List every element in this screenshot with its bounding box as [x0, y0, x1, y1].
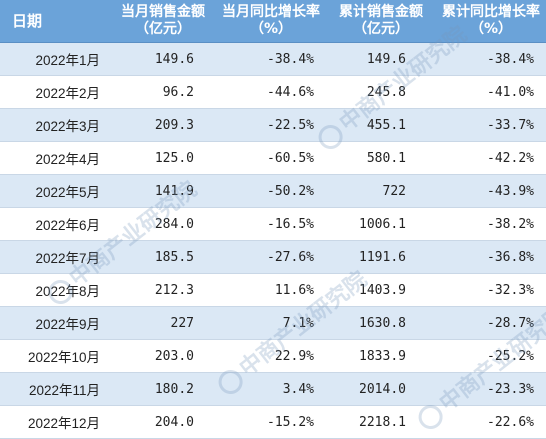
cell-cumulative-sales: 1833.9 — [326, 339, 436, 373]
cell-cumulative-growth: -32.3% — [436, 273, 546, 307]
cell-cumulative-growth: -38.2% — [436, 207, 546, 241]
cell-monthly-sales: 185.5 — [110, 240, 216, 274]
cell-monthly-growth: 22.9% — [216, 339, 326, 373]
table-row: 2022年4月 125.0 -60.5% 580.1 -42.2% — [0, 141, 546, 175]
cell-date: 2022年2月 — [0, 75, 110, 109]
cell-monthly-growth: 11.6% — [216, 273, 326, 307]
cell-date: 2022年11月 — [0, 372, 110, 406]
cell-cumulative-growth: -36.8% — [436, 240, 546, 274]
cell-date: 2022年10月 — [0, 339, 110, 373]
table-row: 2022年1月 149.6 -38.4% 149.6 -38.4% — [0, 42, 546, 76]
cell-date: 2022年3月 — [0, 108, 110, 142]
cell-cumulative-growth: -25.2% — [436, 339, 546, 373]
cell-date: 2022年6月 — [0, 207, 110, 241]
cell-cumulative-sales: 722 — [326, 174, 436, 208]
cell-cumulative-sales: 1006.1 — [326, 207, 436, 241]
cell-monthly-growth: -22.5% — [216, 108, 326, 142]
column-header-monthly-sales: 当月销售金额（亿元） — [110, 0, 216, 43]
cell-cumulative-growth: -33.7% — [436, 108, 546, 142]
cell-cumulative-sales: 580.1 — [326, 141, 436, 175]
cell-cumulative-growth: -43.9% — [436, 174, 546, 208]
cell-date: 2022年1月 — [0, 42, 110, 76]
cell-date: 2022年12月 — [0, 405, 110, 439]
cell-cumulative-growth: -28.7% — [436, 306, 546, 340]
cell-monthly-growth: -60.5% — [216, 141, 326, 175]
cell-monthly-growth: -44.6% — [216, 75, 326, 109]
cell-monthly-sales: 203.0 — [110, 339, 216, 373]
cell-monthly-sales: 227 — [110, 306, 216, 340]
cell-cumulative-sales: 455.1 — [326, 108, 436, 142]
table-row: 2022年3月 209.3 -22.5% 455.1 -33.7% — [0, 108, 546, 142]
table-row: 2022年6月 284.0 -16.5% 1006.1 -38.2% — [0, 207, 546, 241]
cell-cumulative-sales: 1630.8 — [326, 306, 436, 340]
cell-monthly-sales: 149.6 — [110, 42, 216, 76]
table-header-row: 日期 当月销售金额（亿元） 当月同比增长率（%） 累计销售金额（亿元） 累计同比… — [0, 0, 546, 43]
cell-date: 2022年8月 — [0, 273, 110, 307]
column-header-date: 日期 — [0, 0, 110, 43]
cell-cumulative-growth: -22.6% — [436, 405, 546, 439]
cell-date: 2022年5月 — [0, 174, 110, 208]
column-header-monthly-growth: 当月同比增长率（%） — [216, 0, 326, 43]
cell-cumulative-sales: 245.8 — [326, 75, 436, 109]
cell-monthly-growth: -15.2% — [216, 405, 326, 439]
cell-monthly-growth: -50.2% — [216, 174, 326, 208]
table-row: 2022年10月 203.0 22.9% 1833.9 -25.2% — [0, 339, 546, 373]
column-header-cumulative-sales: 累计销售金额（亿元） — [326, 0, 436, 43]
cell-monthly-sales: 141.9 — [110, 174, 216, 208]
column-header-cumulative-growth: 累计同比增长率（%） — [436, 0, 546, 43]
cell-cumulative-growth: -41.0% — [436, 75, 546, 109]
table-row: 2022年5月 141.9 -50.2% 722 -43.9% — [0, 174, 546, 208]
cell-cumulative-sales: 1403.9 — [326, 273, 436, 307]
table-row: 2022年9月 227 7.1% 1630.8 -28.7% — [0, 306, 546, 340]
cell-cumulative-sales: 1191.6 — [326, 240, 436, 274]
table-row: 2022年8月 212.3 11.6% 1403.9 -32.3% — [0, 273, 546, 307]
cell-monthly-sales: 284.0 — [110, 207, 216, 241]
cell-monthly-sales: 204.0 — [110, 405, 216, 439]
table-row: 2022年7月 185.5 -27.6% 1191.6 -36.8% — [0, 240, 546, 274]
cell-monthly-growth: -38.4% — [216, 42, 326, 76]
cell-cumulative-sales: 2218.1 — [326, 405, 436, 439]
cell-date: 2022年4月 — [0, 141, 110, 175]
cell-monthly-sales: 96.2 — [110, 75, 216, 109]
cell-monthly-sales: 212.3 — [110, 273, 216, 307]
table-row: 2022年11月 180.2 3.4% 2014.0 -23.3% — [0, 372, 546, 406]
table-row: 2022年12月 204.0 -15.2% 2218.1 -22.6% — [0, 405, 546, 439]
cell-monthly-growth: -16.5% — [216, 207, 326, 241]
table-row: 2022年2月 96.2 -44.6% 245.8 -41.0% — [0, 75, 546, 109]
cell-monthly-sales: 209.3 — [110, 108, 216, 142]
cell-monthly-sales: 125.0 — [110, 141, 216, 175]
cell-date: 2022年7月 — [0, 240, 110, 274]
cell-monthly-growth: -27.6% — [216, 240, 326, 274]
cell-cumulative-growth: -38.4% — [436, 42, 546, 76]
cell-monthly-growth: 3.4% — [216, 372, 326, 406]
cell-monthly-sales: 180.2 — [110, 372, 216, 406]
cell-cumulative-growth: -42.2% — [436, 141, 546, 175]
cell-cumulative-growth: -23.3% — [436, 372, 546, 406]
cell-cumulative-sales: 2014.0 — [326, 372, 436, 406]
cell-date: 2022年9月 — [0, 306, 110, 340]
cell-cumulative-sales: 149.6 — [326, 42, 436, 76]
cell-monthly-growth: 7.1% — [216, 306, 326, 340]
